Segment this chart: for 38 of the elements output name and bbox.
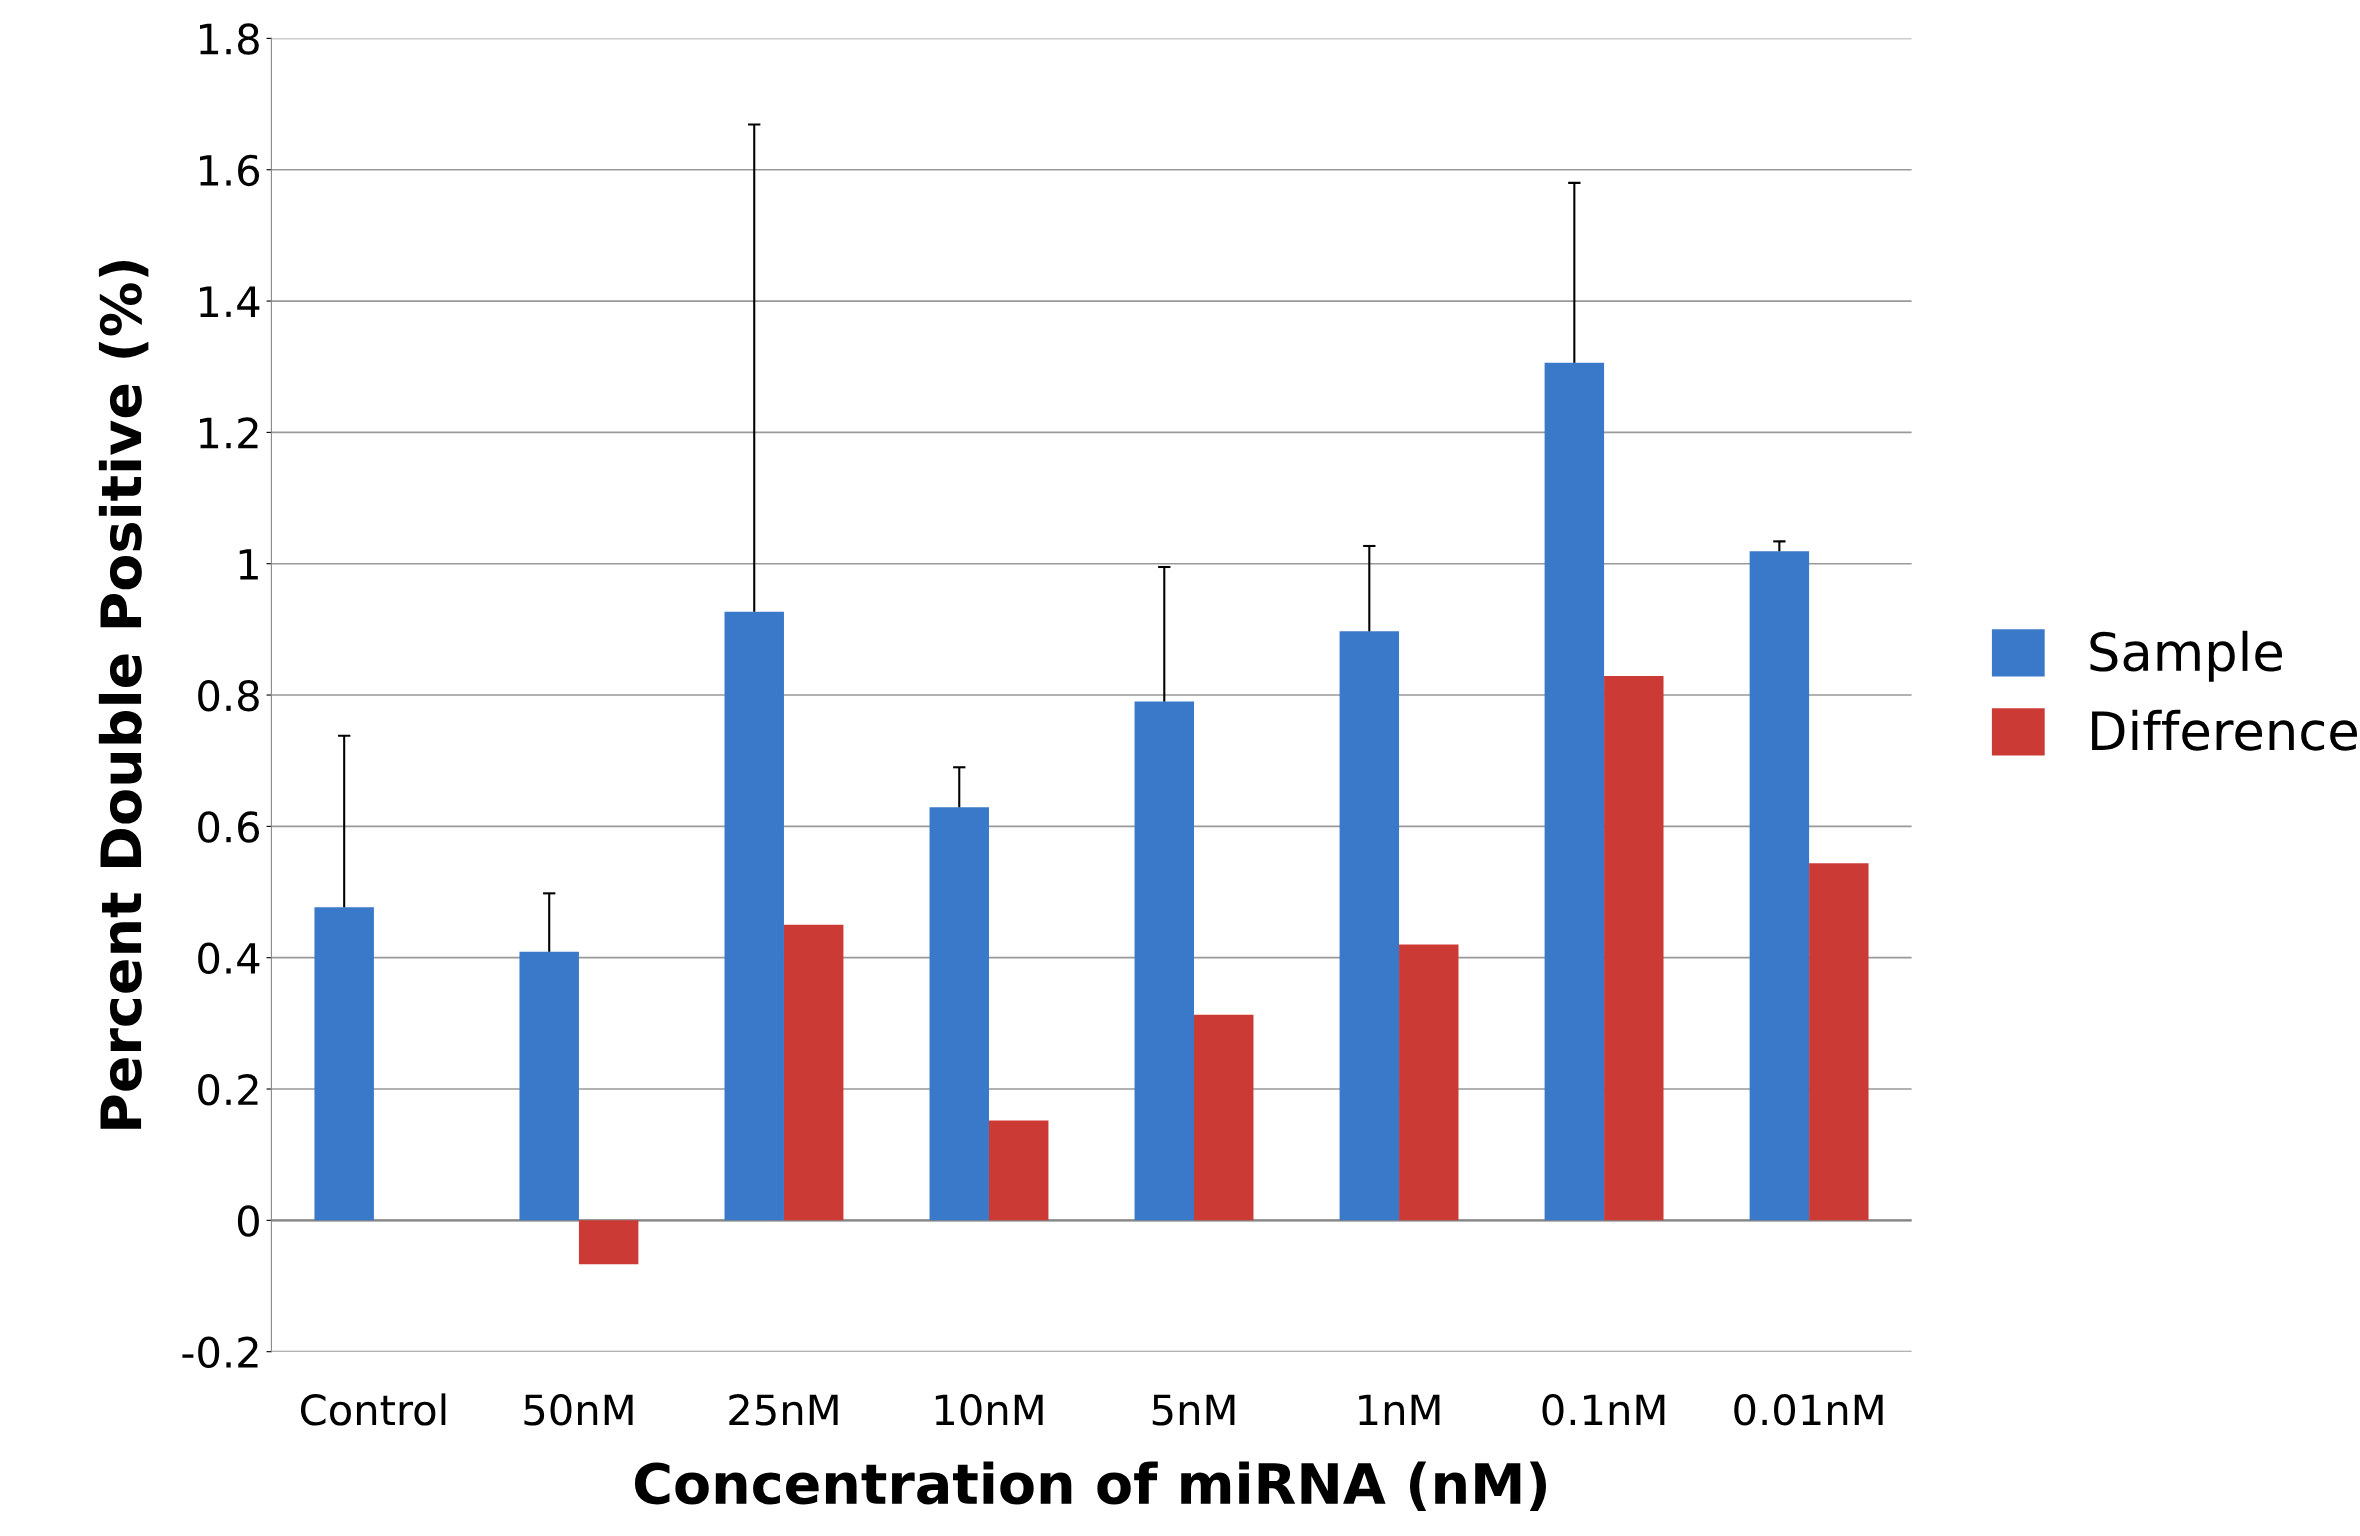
y-tick-label: -0.2 [182, 1336, 258, 1369]
x-tick-label: 5nM [1152, 1394, 1235, 1426]
y-tick-label: 0.6 [198, 811, 260, 843]
bar [519, 951, 579, 1221]
bar [1134, 701, 1195, 1221]
y-tick-label: 1.4 [199, 286, 260, 317]
x-tick-label: 0.1nM [1542, 1394, 1665, 1426]
bar [314, 907, 374, 1221]
bar [1809, 863, 1869, 1221]
legend-label: Difference [2092, 709, 2357, 751]
y-tick-label: 0.4 [198, 942, 260, 975]
x-tick-label: 50nM [524, 1394, 633, 1426]
bar [929, 807, 989, 1221]
x-tick-label: Control [300, 1393, 446, 1426]
bar [1399, 944, 1459, 1221]
bar [1604, 676, 1664, 1221]
bar [1339, 631, 1400, 1221]
y-axis-title: Percent Double Positive (%) [98, 260, 149, 1129]
bar [578, 1220, 639, 1265]
y-tick-label: 1.8 [199, 23, 259, 55]
y-tick-label: 0.2 [198, 1073, 258, 1106]
y-tick-label: 0.8 [198, 679, 259, 712]
x-tick-label: 0.01nM [1734, 1394, 1883, 1426]
bar [1194, 1014, 1254, 1221]
y-tick-label: 0 [237, 1205, 259, 1237]
bar [1749, 551, 1810, 1221]
bar [783, 924, 844, 1221]
legend-label: Sample [2090, 630, 2282, 682]
x-axis-title: Concentration of miRNA (nM) [634, 1461, 1547, 1511]
x-tick-label: 1nM [1359, 1394, 1440, 1426]
x-tick-label: 10nM [935, 1394, 1043, 1426]
y-tick-label: 1 [239, 549, 258, 580]
x-tick-label: 25nM [729, 1394, 838, 1426]
bar [1544, 362, 1605, 1221]
y-tick-label: 1.6 [199, 154, 260, 187]
bar [724, 611, 784, 1221]
y-tick-label: 1.2 [199, 417, 258, 449]
bar [988, 1120, 1049, 1221]
